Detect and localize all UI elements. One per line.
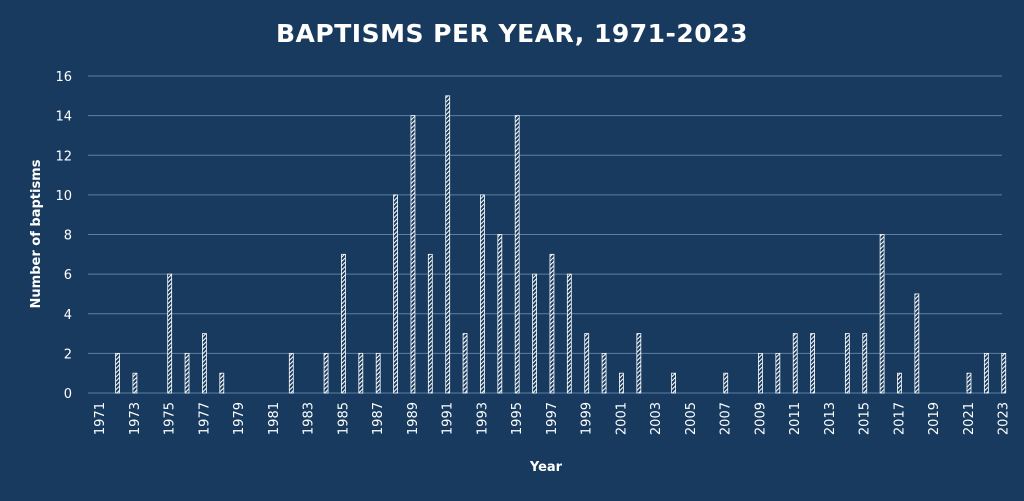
bars	[115, 95, 1007, 394]
y-axis-tick-labels: 0 2 4 6 8 10 12 14 16	[55, 70, 72, 402]
y-tick-label: 16	[55, 70, 72, 85]
y-tick-label: 2	[64, 347, 72, 362]
x-axis-title: Year	[529, 460, 563, 475]
bar-1985	[341, 253, 346, 394]
bar-1989	[410, 115, 416, 394]
x-tick-label: 1983	[302, 402, 317, 435]
x-tick-label: 1995	[510, 402, 525, 435]
x-tick-label: 2023	[997, 402, 1012, 435]
bar-2011	[792, 333, 798, 394]
bar-1990	[427, 253, 433, 394]
y-axis-title: Number of baptisms	[29, 159, 44, 308]
bar-2009	[758, 352, 763, 394]
bar-1982	[288, 352, 294, 394]
y-tick-label: 4	[64, 308, 72, 323]
x-tick-label: 2017	[892, 402, 907, 435]
x-tick-label: 1987	[371, 402, 386, 435]
chart-title: BAPTISMS PER YEAR, 1971-2023	[276, 19, 748, 48]
y-tick-label: 8	[64, 229, 72, 244]
bar-1978	[219, 372, 225, 394]
bar-2022	[983, 352, 989, 394]
bar-2016	[879, 234, 885, 394]
bar-2017	[897, 372, 902, 394]
x-tick-label: 1975	[163, 402, 178, 435]
bar-1975	[167, 273, 173, 394]
bar-2021	[966, 372, 972, 394]
y-tick-label: 14	[55, 110, 72, 125]
bar-1986	[358, 352, 364, 394]
bar-2007	[723, 372, 729, 394]
x-tick-label: 1985	[336, 402, 351, 435]
bar-1972	[115, 352, 120, 394]
x-tick-label: 2011	[788, 402, 803, 435]
x-tick-label: 1973	[128, 402, 143, 435]
y-tick-label: 12	[55, 149, 72, 164]
x-tick-label: 1979	[232, 402, 247, 435]
bar-1993	[480, 194, 485, 394]
bar-1995	[514, 115, 520, 394]
bar-2015	[862, 333, 868, 394]
x-tick-label: 1977	[197, 402, 212, 435]
bar-1998	[566, 273, 572, 394]
y-tick-label: 0	[64, 387, 72, 402]
bar-2004	[671, 372, 676, 394]
bar-2000	[601, 352, 607, 394]
x-tick-label: 2015	[858, 402, 873, 435]
bar-2014	[844, 333, 850, 394]
x-tick-label: 2005	[684, 402, 699, 435]
x-tick-label: 1989	[406, 402, 421, 435]
bar-1976	[184, 352, 190, 394]
bar-1977	[202, 333, 207, 394]
bar-1988	[393, 194, 398, 394]
bar-1987	[375, 352, 381, 394]
x-tick-label: 1991	[441, 402, 456, 435]
x-tick-label: 2007	[719, 402, 734, 435]
x-axis-tick-labels: 1971 1973 1975 1977 1979 1981 1983 1985 1987 1989…	[93, 402, 1012, 435]
bar-1992	[462, 333, 468, 394]
y-tick-label: 10	[55, 189, 72, 204]
bar-1994	[497, 234, 503, 394]
bar-1991	[445, 95, 451, 394]
bar-1997	[549, 253, 555, 394]
x-tick-label: 2009	[753, 402, 768, 435]
x-tick-label: 1997	[545, 402, 560, 435]
bar-1984	[323, 352, 329, 394]
y-tick-label: 6	[64, 268, 72, 283]
bar-2018	[914, 293, 920, 394]
bar-2001	[619, 372, 624, 394]
x-tick-label: 2003	[649, 402, 664, 435]
x-tick-label: 1999	[580, 402, 595, 435]
x-tick-label: 2001	[614, 402, 629, 435]
x-tick-label: 2021	[962, 402, 977, 435]
bar-1973	[132, 372, 138, 394]
bar-2012	[810, 333, 815, 394]
x-tick-label: 1993	[475, 402, 490, 435]
bar-2023	[1001, 352, 1007, 394]
bar-2010	[775, 352, 781, 394]
x-tick-label: 2019	[927, 402, 942, 435]
bar-1996	[532, 273, 537, 394]
x-tick-label: 2013	[823, 402, 838, 435]
bar-2002	[636, 333, 642, 394]
bar-1999	[584, 333, 590, 394]
gridlines	[88, 75, 1002, 394]
x-tick-label: 1971	[93, 402, 108, 435]
x-tick-label: 1981	[267, 402, 282, 435]
